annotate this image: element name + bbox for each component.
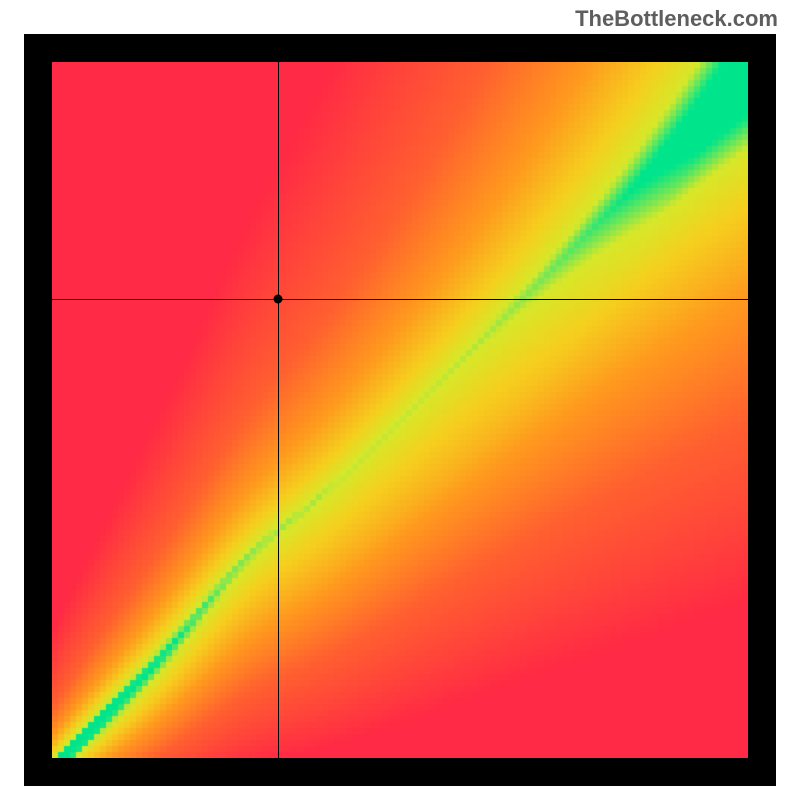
figure-container: TheBottleneck.com (0, 0, 800, 800)
plot-area (52, 62, 748, 758)
watermark-text: TheBottleneck.com (575, 6, 778, 32)
plot-frame (24, 34, 776, 786)
crosshair-dot (274, 294, 283, 303)
heatmap-canvas (52, 62, 748, 758)
crosshair-horizontal-line (52, 299, 748, 300)
crosshair-vertical-line (278, 62, 279, 758)
